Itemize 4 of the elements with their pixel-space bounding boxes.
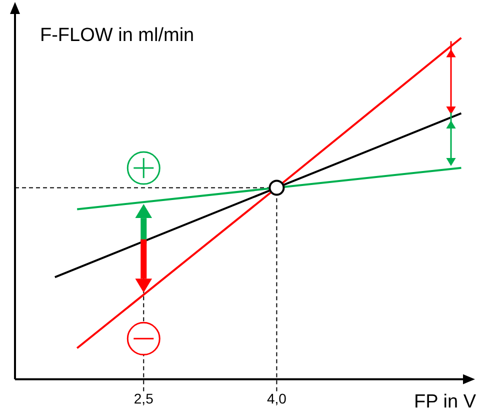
x-tick-label: 2,5 [134,390,154,406]
x-axis-title: FP in V [414,391,476,412]
y-axis-title: F-FLOW in ml/min [40,25,194,46]
x-tick-label: 4,0 [266,390,287,406]
